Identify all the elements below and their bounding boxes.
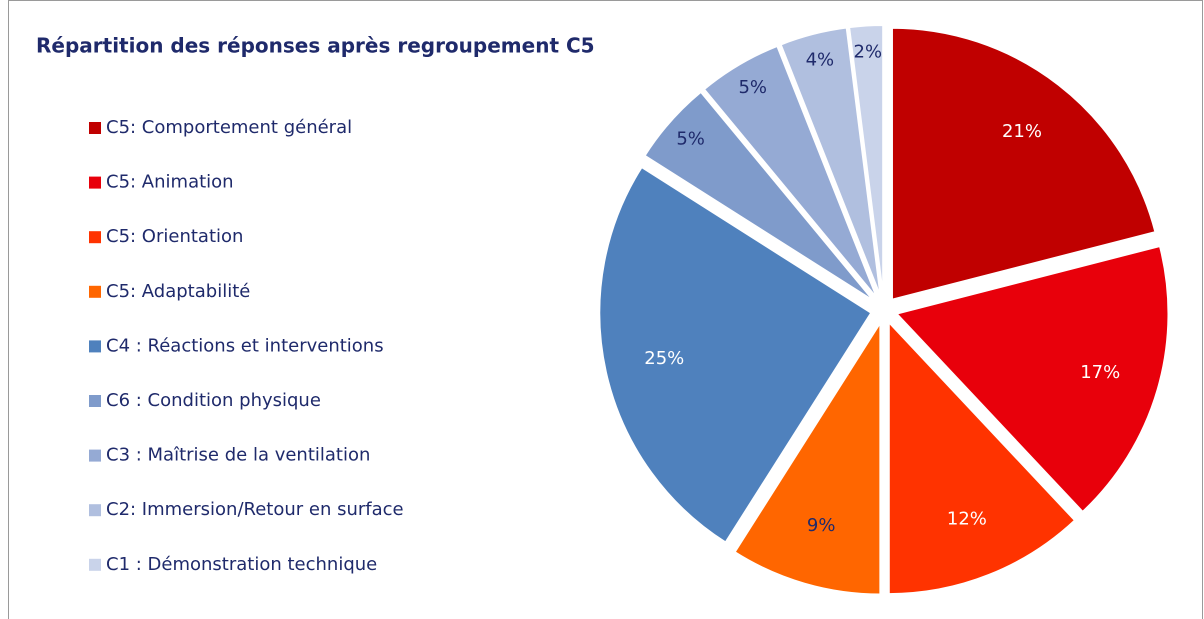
legend-text: C3 : Maîtrise de la ventilation xyxy=(106,445,370,466)
slice-label: 17% xyxy=(1080,362,1120,383)
slice-label: 5% xyxy=(676,129,705,150)
pie-slice xyxy=(894,244,1170,514)
pie-slice xyxy=(887,319,1077,596)
slice-label: 2% xyxy=(854,42,883,63)
chart-title: Répartition des réponses après regroupem… xyxy=(36,34,595,58)
pie-slice xyxy=(643,90,876,303)
legend-text: C4 : Réactions et interventions xyxy=(106,335,384,356)
legend-swatch xyxy=(89,231,101,244)
pie-slice xyxy=(733,319,882,596)
slice-label: 5% xyxy=(738,77,767,98)
legend-text: C5: Comportement général xyxy=(106,117,352,138)
slice-label: 25% xyxy=(644,348,684,369)
pie-slice xyxy=(702,44,879,300)
legend-text: C5: Animation xyxy=(106,172,234,193)
slice-label: 12% xyxy=(947,508,987,529)
legend-text: C1 : Démonstration technique xyxy=(106,554,377,575)
legend-swatch xyxy=(89,340,101,353)
legend-swatch xyxy=(89,122,101,134)
legend-text: C6 : Condition physique xyxy=(106,390,321,411)
slice-label: 4% xyxy=(806,49,835,70)
pie-slice xyxy=(890,26,1157,302)
legend-text: C2: Immersion/Retour en surface xyxy=(106,499,404,520)
pie-slice xyxy=(847,24,885,298)
legend-text: C5: Orientation xyxy=(106,226,243,247)
legend-swatch xyxy=(89,285,101,298)
legend-swatch xyxy=(89,395,101,407)
frame xyxy=(8,0,1203,619)
legend-swatch xyxy=(89,504,101,517)
legend-swatch xyxy=(89,449,101,462)
pie-slice xyxy=(779,26,882,298)
pie-slice xyxy=(598,165,873,544)
slice-label: 9% xyxy=(807,515,836,536)
slice-label: 21% xyxy=(1002,121,1042,142)
legend-swatch xyxy=(89,558,101,571)
legend-swatch xyxy=(89,176,101,189)
legend-text: C5: Adaptabilité xyxy=(106,281,250,302)
